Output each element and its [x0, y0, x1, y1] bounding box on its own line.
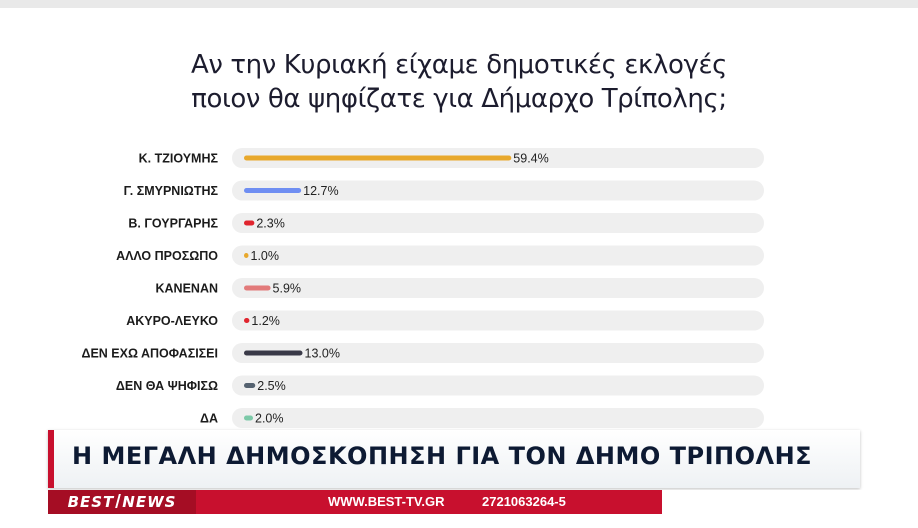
- category-label: ΑΛΛΟ ΠΡΟΣΩΠΟ: [116, 249, 218, 263]
- bar-track: [232, 213, 764, 233]
- headline-banner: Η ΜΕΓΑΛΗ ΔΗΜΟΣΚΟΠΗΣΗ ΓΙΑ ΤΟΝ ΔΗΜΟ ΤΡΙΠΟΛ…: [48, 430, 860, 488]
- news-ticker: BEST NEWS WWW.BEST-TV.GR 2721063264-5: [48, 490, 662, 514]
- value-label: 5.9%: [273, 282, 302, 296]
- bar: [244, 383, 256, 388]
- bar-row: Γ. ΣΜΥΡΝΙΩΤΗΣ 12.7%: [124, 180, 764, 201]
- bar-track: [232, 245, 764, 266]
- bar: [244, 253, 249, 258]
- chart-title-line-2: ποιον θα ψηφίζατε για Δήμαρχο Τρίπολης;: [191, 84, 727, 114]
- phone-text: 2721063264-5: [482, 494, 566, 509]
- category-label: Γ. ΣΜΥΡΝΙΩΤΗΣ: [124, 184, 219, 198]
- value-label: 1.0%: [251, 249, 280, 263]
- bar-row: ΑΛΛΟ ΠΡΟΣΩΠΟ 1.0%: [116, 245, 764, 266]
- chart-title: Αν την Κυριακή είχαμε δημοτικές εκλογές …: [0, 48, 918, 116]
- category-label: ΔΕΝ ΘΑ ΨΗΦΙΣΩ: [116, 379, 218, 393]
- bar-track: [232, 278, 764, 298]
- bar-row: Κ. ΤΖΙΟΥΜΗΣ 59.4%: [139, 148, 764, 168]
- logo-word-best: BEST: [67, 493, 115, 511]
- bar-row: ΔΑ 2.0%: [200, 408, 764, 428]
- value-label: 59.4%: [513, 152, 548, 166]
- category-label: ΚΑΝΕΝΑΝ: [156, 282, 219, 296]
- logo-word-news: NEWS: [122, 493, 177, 511]
- category-label: ΔΕΝ ΕΧΩ ΑΠΟΦΑΣΙΣΕΙ: [81, 347, 218, 361]
- category-label: ΔΑ: [200, 412, 218, 426]
- website-text: WWW.BEST-TV.GR: [328, 494, 445, 509]
- bar-row: ΔΕΝ ΘΑ ΨΗΦΙΣΩ 2.5%: [116, 375, 764, 396]
- logo-separator: [115, 494, 122, 508]
- bar-track: [232, 375, 764, 396]
- bar-row: ΑΚΥΡΟ-ΛΕΥΚΟ 1.2%: [126, 310, 764, 331]
- category-label: ΑΚΥΡΟ-ΛΕΥΚΟ: [126, 314, 218, 328]
- bar-row: ΔΕΝ ΕΧΩ ΑΠΟΦΑΣΙΣΕΙ 13.0%: [81, 343, 764, 363]
- value-label: 13.0%: [305, 347, 340, 361]
- category-label: Β. ΓΟΥΡΓΑΡΗΣ: [128, 217, 218, 231]
- value-label: 1.2%: [251, 314, 280, 328]
- value-label: 2.0%: [255, 412, 284, 426]
- bar: [244, 415, 253, 421]
- bar: [244, 285, 271, 291]
- bar: [244, 350, 303, 356]
- bar: [244, 318, 250, 323]
- value-label: 12.7%: [303, 184, 338, 198]
- category-label: Κ. ΤΖΙΟΥΜΗΣ: [139, 152, 219, 166]
- bar: [244, 220, 255, 226]
- bar: [244, 155, 512, 161]
- bar-row: Β. ΓΟΥΡΓΑΡΗΣ 2.3%: [128, 213, 764, 233]
- headline-text: Η ΜΕΓΑΛΗ ΔΗΜΟΣΚΟΠΗΣΗ ΓΙΑ ΤΟΝ ΔΗΜΟ ΤΡΙΠΟΛ…: [72, 442, 813, 470]
- poll-bar-chart: Κ. ΤΖΙΟΥΜΗΣ 59.4% Γ. ΣΜΥΡΝΙΩΤΗΣ 12.7% Β. ΓΟΥ…: [81, 148, 764, 428]
- bar-track: [232, 180, 764, 201]
- bar: [244, 188, 302, 193]
- bar-row: ΚΑΝΕΝΑΝ 5.9%: [156, 278, 764, 298]
- bar-track: [232, 310, 764, 331]
- top-frame-bar: [0, 0, 918, 8]
- bar-track: [232, 408, 764, 428]
- value-label: 2.3%: [256, 217, 285, 231]
- bar-track: [232, 343, 764, 363]
- ticker-end-block: [662, 490, 918, 514]
- channel-logo: BEST NEWS: [48, 490, 196, 514]
- chart-title-line-1: Αν την Κυριακή είχαμε δημοτικές εκλογές: [191, 50, 727, 80]
- value-label: 2.5%: [257, 379, 286, 393]
